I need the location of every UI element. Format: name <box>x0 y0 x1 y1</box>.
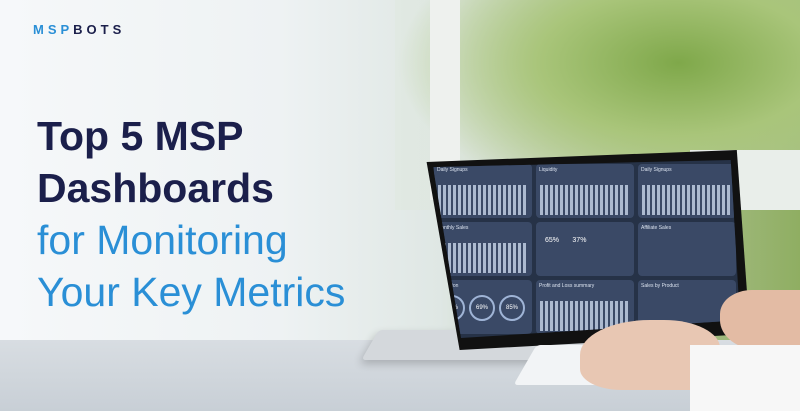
logo-text-bots: BOTS <box>73 22 126 37</box>
panel-title: Liquidity <box>539 167 558 173</box>
headline: Top 5 MSP Dashboards for Monitoring Your… <box>37 110 345 318</box>
gauge-value: 37% <box>572 237 587 244</box>
dashboard-panels: Daily Signups Liquidity Daily Signups Mo… <box>433 160 740 338</box>
panel-title: Retention <box>437 283 459 289</box>
panel-liquidity: Liquidity <box>536 164 634 218</box>
headline-line-4: Your Key Metrics <box>37 269 346 315</box>
panel-title: Daily Signups <box>641 167 672 173</box>
ring-value: 85% <box>499 295 525 321</box>
panel-title: Profit and Loss summary <box>539 283 595 289</box>
panel-monthly-sales: Monthly Sales <box>434 222 532 276</box>
ring-value: 69% <box>469 295 495 321</box>
sleeve <box>690 345 800 411</box>
panel-title: Sales by Product <box>641 283 679 289</box>
panel-title: Daily Signups <box>437 167 468 173</box>
panel-retention: Retention 81% 69% 85% <box>434 280 532 334</box>
panel-gauges: 65% 37% <box>536 222 634 276</box>
panel-affiliate-sales: Affiliate Sales <box>638 222 736 276</box>
mspbots-logo: MSPBOTS <box>33 22 125 37</box>
panel-daily-signups-2: Daily Signups <box>638 164 736 218</box>
panel-daily-signups: Daily Signups <box>434 164 532 218</box>
chart <box>438 185 528 215</box>
chart <box>642 185 732 215</box>
chart <box>438 243 528 273</box>
headline-line-2: Dashboards <box>37 165 274 211</box>
hand <box>720 290 800 350</box>
panel-profit-loss: Profit and Loss summary <box>536 280 634 334</box>
logo-text-msp: MSP <box>33 22 74 37</box>
chart <box>540 185 630 215</box>
headline-line-1: Top 5 MSP <box>37 113 244 159</box>
panel-title: Monthly Sales <box>437 225 469 231</box>
headline-line-3: for Monitoring <box>37 217 288 263</box>
panel-title: Affiliate Sales <box>641 225 672 231</box>
gauge-value: 65% <box>545 237 560 244</box>
